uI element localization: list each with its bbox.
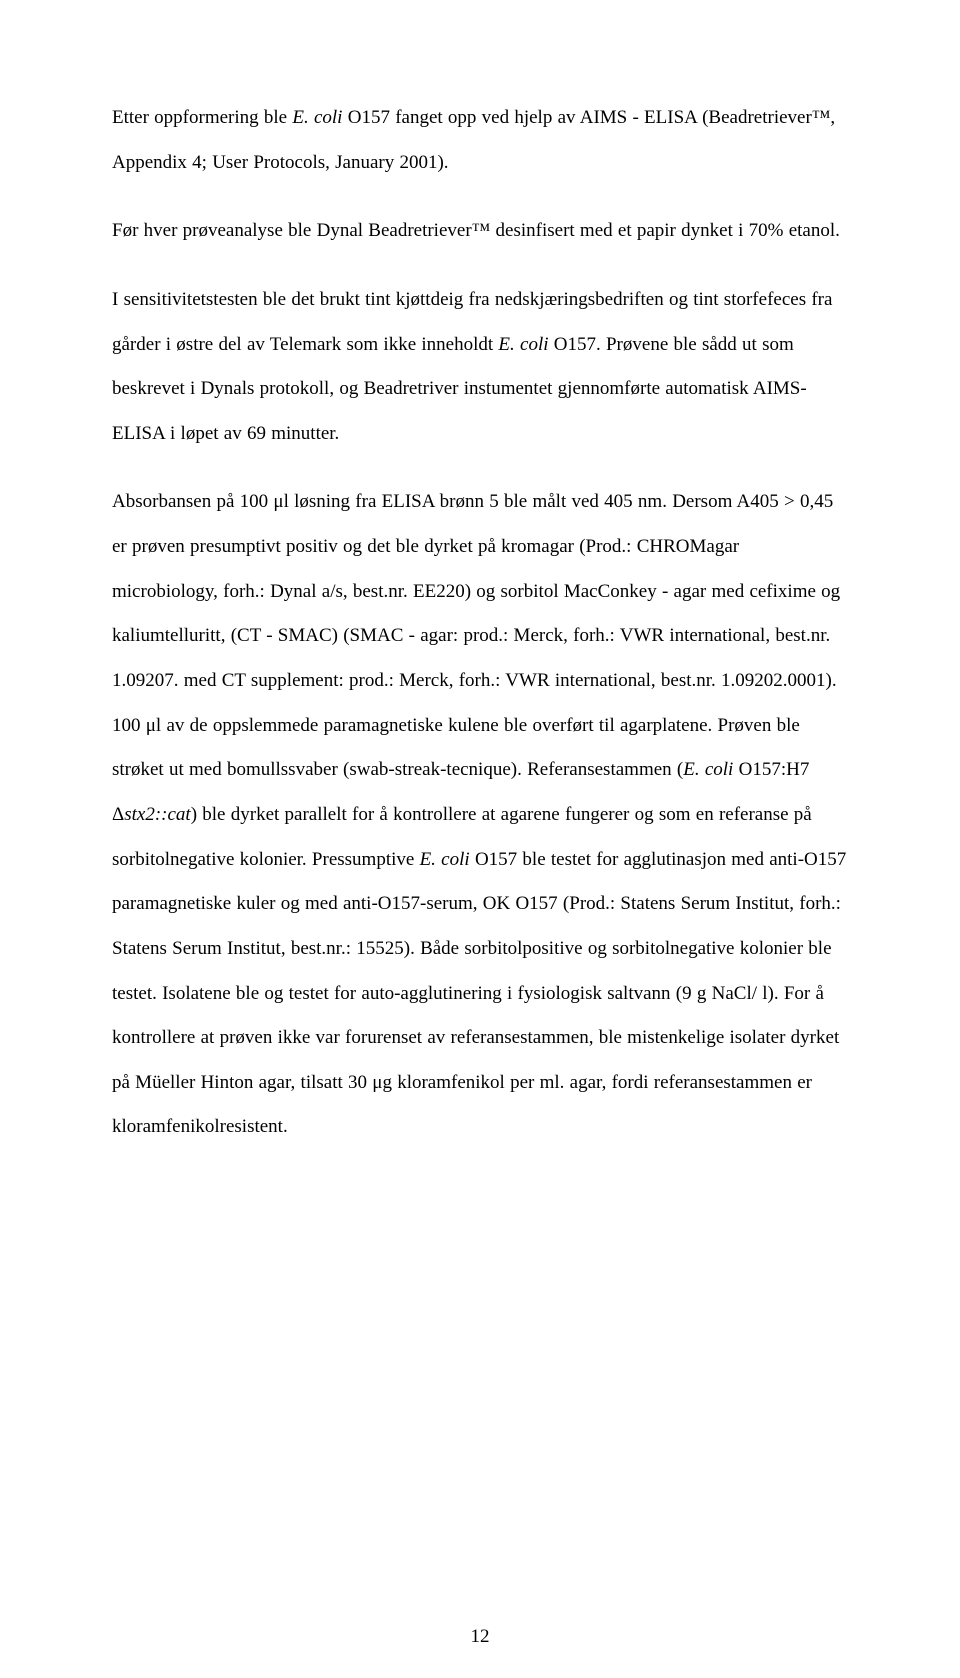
text-run: 2 <box>145 804 155 825</box>
text-run: Etter oppformering ble <box>112 107 292 128</box>
text-run: Absorbansen på 100 μl løsning fra ELISA … <box>112 491 840 780</box>
paragraph-4: Absorbansen på 100 μl løsning fra ELISA … <box>112 480 848 1150</box>
text-run: E. coli <box>683 759 733 780</box>
text-run: stx <box>124 804 145 825</box>
text-run: Før hver prøveanalyse ble Dynal Beadretr… <box>112 220 840 241</box>
paragraph-3: I sensitivitetstesten ble det brukt tint… <box>112 278 848 457</box>
text-run: O157 ble testet for agglutinasjon med an… <box>112 849 846 1138</box>
paragraph-2: Før hver prøveanalyse ble Dynal Beadretr… <box>112 209 848 254</box>
paragraph-1: Etter oppformering ble E. coli O157 fang… <box>112 96 848 185</box>
text-run: E. coli <box>292 107 342 128</box>
text-run: E. coli <box>498 334 548 355</box>
text-run: E. coli <box>420 849 470 870</box>
document-page: Etter oppformering ble E. coli O157 fang… <box>0 0 960 1678</box>
page-number: 12 <box>0 1626 960 1648</box>
text-run: ::cat <box>155 804 191 825</box>
